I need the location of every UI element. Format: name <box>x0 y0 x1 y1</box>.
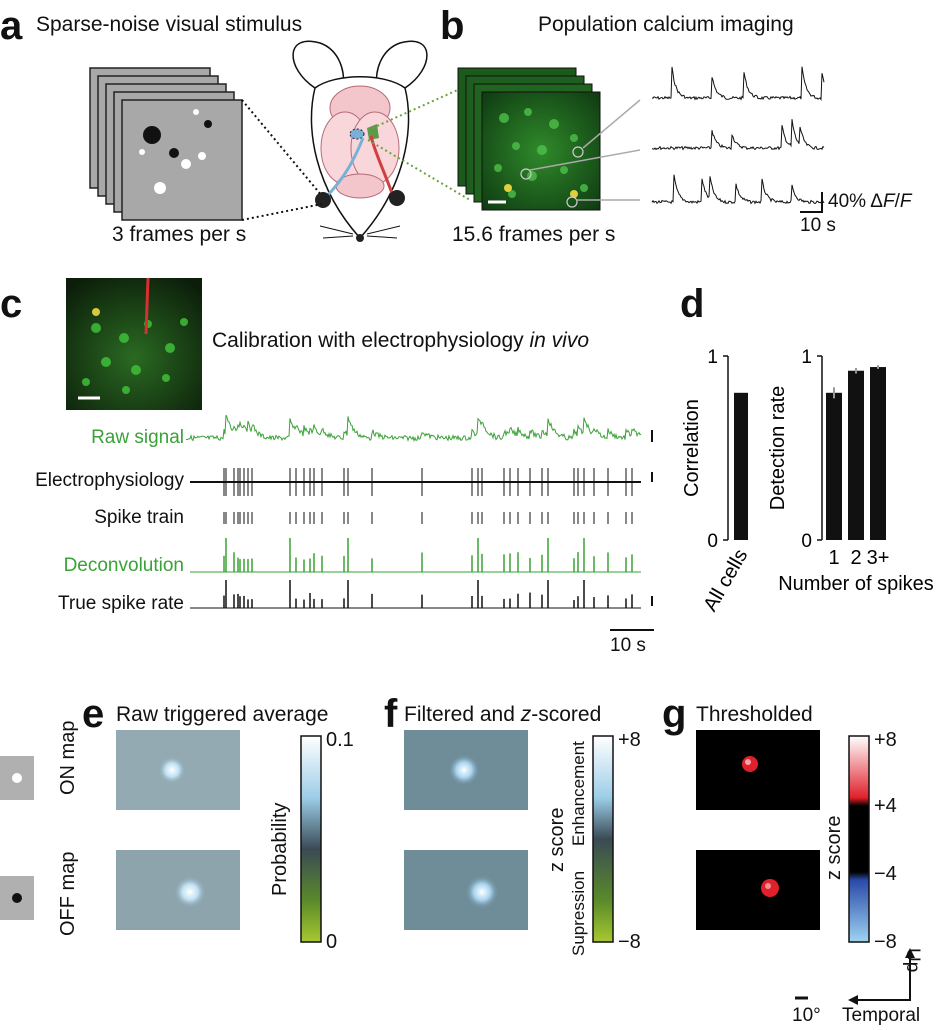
on-stimulus-icon <box>0 756 34 800</box>
off-map-raw <box>116 850 240 930</box>
panel-b-scale-y: 40% ΔF/F <box>828 191 912 212</box>
electrophysiology-image <box>66 277 202 410</box>
trace-label-true-spike-rate: True spike rate <box>57 593 184 614</box>
detection-xtick-1: 1 <box>828 547 839 569</box>
zscore-f-enhancement: Enhancement <box>569 741 588 846</box>
panel-c-scalebar <box>610 629 654 631</box>
detection-xtick-3+: 3+ <box>867 547 890 569</box>
calibration-traces <box>185 414 653 609</box>
panel-c-label: c <box>0 282 23 326</box>
trace-label-electrophysiology: Electrophysiology <box>35 470 184 491</box>
on-map-zscored <box>404 730 528 810</box>
zscore-colorbar-g <box>848 735 870 943</box>
scale-degrees-label: 10° <box>792 1005 821 1026</box>
panel-b-label: b <box>440 4 465 48</box>
zscore-f-cbar-bottom: −8 <box>618 931 641 953</box>
calcium-trace-1 <box>651 66 825 101</box>
correlation-bar <box>734 392 748 540</box>
calcium-trace-3 <box>651 174 825 205</box>
correlation-ylabel: Correlation <box>681 399 703 497</box>
panel-b-scale-x: 10 s <box>800 215 836 236</box>
zscore-g-tick-plus4: +4 <box>874 795 897 817</box>
direction-temporal-label: Temporal <box>842 1005 921 1026</box>
probability-colorbar <box>300 735 322 943</box>
zscore-g-tick-minus8: −8 <box>874 931 897 953</box>
panel-d-label: d <box>680 282 705 326</box>
calcium-trace-2 <box>651 119 825 151</box>
direction-up-label: Up <box>902 948 923 973</box>
panel-b-title: Population calcium imaging <box>538 13 794 36</box>
trace-label-raw-signal: Raw signal <box>91 427 184 448</box>
panel-g-title: Thresholded <box>696 703 813 726</box>
stimulus-projection-lines <box>241 79 481 221</box>
off-stimulus-icon <box>0 876 34 920</box>
probability-cbar-label: Probability <box>269 802 291 896</box>
panel-e-label: e <box>82 692 105 736</box>
mouse-head-illustration <box>292 40 428 242</box>
panel-a-title: Sparse-noise visual stimulus <box>36 13 303 36</box>
zscore-f-supression: Supression <box>569 870 588 956</box>
direction-arrows <box>848 948 915 1005</box>
panel-a-rate: 3 frames per s <box>112 223 247 246</box>
detection-ytick-label-top: 1 <box>801 347 812 368</box>
zscore-g-cbar-label: z score <box>823 815 845 880</box>
panel-b-scalebar <box>800 192 823 213</box>
on-map-thresholded <box>696 730 820 810</box>
raw-signal-trace <box>185 414 642 442</box>
detection-ytick-label-bottom: 0 <box>801 531 812 552</box>
panel-f-title: Filtered and z-scored <box>404 703 602 726</box>
zscore-colorbar-f <box>592 735 614 943</box>
panel-f-label: f <box>384 692 398 736</box>
trace-label-deconvolution: Deconvolution <box>63 555 184 576</box>
correlation-ytick-label-top: 1 <box>707 347 718 368</box>
probability-cbar-bottom: 0 <box>326 931 338 953</box>
panel-a-label: a <box>0 4 23 48</box>
zscore-f-cbar-label: z score <box>546 807 568 872</box>
panel-e-title: Raw triggered average <box>116 703 329 726</box>
zscore-g-tick-plus8: +8 <box>874 729 897 751</box>
roi-connector-lines <box>529 99 641 201</box>
calcium-imaging-stack <box>457 67 601 211</box>
detection-xlabel: Number of spikes <box>778 573 934 595</box>
detection-bar-1 <box>826 392 842 540</box>
detection-xtick-2: 2 <box>850 547 861 569</box>
detection-bar-3+ <box>870 367 886 540</box>
zscore-f-cbar-top: +8 <box>618 729 641 751</box>
detection-bar-2 <box>848 370 864 540</box>
probability-cbar-top: 0.1 <box>326 729 354 751</box>
on-map-raw <box>116 730 240 810</box>
row-label-on-map: ON map <box>57 720 79 795</box>
correlation-ytick-label-bottom: 0 <box>707 531 718 552</box>
panel-c-title: Calibration with electrophysiology in vi… <box>212 329 590 352</box>
panel-c-scale-x: 10 s <box>610 635 646 656</box>
panel-b-rate: 15.6 frames per s <box>452 223 616 246</box>
detection-ylabel: Detection rate <box>767 386 789 511</box>
calcium-traces <box>651 66 825 205</box>
off-map-thresholded <box>696 850 820 930</box>
row-label-off-map: OFF map <box>57 851 79 936</box>
stimulus-frames <box>89 67 243 221</box>
trace-label-spike-train: Spike train <box>94 507 184 528</box>
off-map-zscored <box>404 850 528 930</box>
correlation-xlabel: All cells <box>699 546 752 616</box>
panel-g-label: g <box>662 692 687 736</box>
scale-bar-degrees <box>795 996 808 1000</box>
zscore-g-tick-minus4: −4 <box>874 863 897 885</box>
